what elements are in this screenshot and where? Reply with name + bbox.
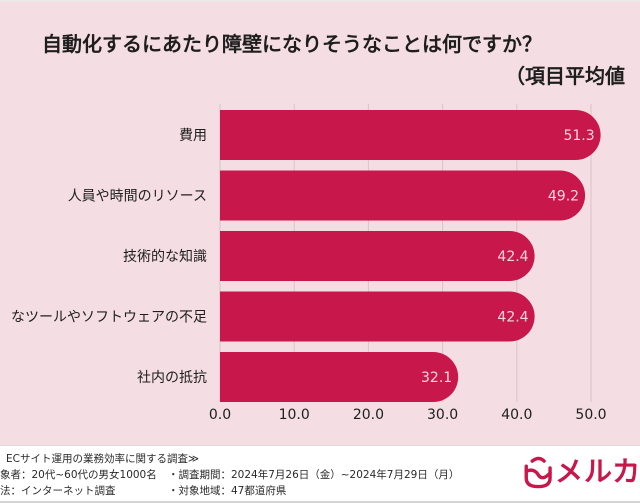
x-tick-label: 20.0: [353, 407, 384, 423]
footer-respondents: 象者：20代~60代の男女1000名: [0, 469, 157, 481]
logo-text: メルカ: [555, 455, 640, 488]
logo-mark-icon: [524, 456, 552, 489]
chart-title: 自動化するにあたり障壁になりそうなことは何ですか？: [42, 32, 542, 56]
footer-method: 法：インターネット調査: [0, 485, 116, 497]
bar: [220, 231, 535, 281]
value-label: 49.2: [548, 189, 579, 205]
category-label: 社内の抵抗: [137, 370, 207, 386]
bars: 51.3 49.2 42.4 42.4 32.1: [220, 110, 601, 402]
x-tick-label: 0.0: [209, 407, 231, 423]
category-label: 費用: [179, 128, 207, 144]
bar: [220, 352, 459, 402]
value-label: 32.1: [421, 370, 452, 386]
bar-chart: 51.3 49.2 42.4 42.4 32.1 費用人員や時間のリソース技術的な知識な…: [11, 104, 607, 423]
chart-subtitle: （項目平均値: [505, 64, 625, 88]
x-tick-label: 10.0: [279, 407, 310, 423]
value-label: 51.3: [563, 128, 594, 144]
footer-region: ・対象地域：47都道府県: [168, 485, 287, 497]
value-label: 42.4: [497, 310, 528, 326]
bar: [220, 170, 586, 221]
category-label: 人員や時間のリソース: [68, 189, 207, 205]
x-tick-labels: 0.0 10.0 20.0 30.0 40.0 50.0: [209, 407, 607, 423]
x-tick-label: 30.0: [427, 407, 458, 423]
x-tick-label: 40.0: [501, 407, 532, 423]
bar: [220, 110, 601, 160]
footer-survey-title: ECサイト運用の業務効率に関する調査≫: [6, 453, 199, 465]
bar: [220, 291, 535, 342]
value-label: 42.4: [497, 249, 528, 265]
category-label: なツールやソフトウェアの不足: [11, 310, 207, 326]
category-label: 技術的な知識: [123, 248, 207, 265]
x-tick-label: 50.0: [575, 407, 606, 423]
top-border: [0, 0, 640, 2]
footer-period: ・調査期間：2024年7月26日（金）~2024年7月29日（月）: [168, 469, 460, 481]
